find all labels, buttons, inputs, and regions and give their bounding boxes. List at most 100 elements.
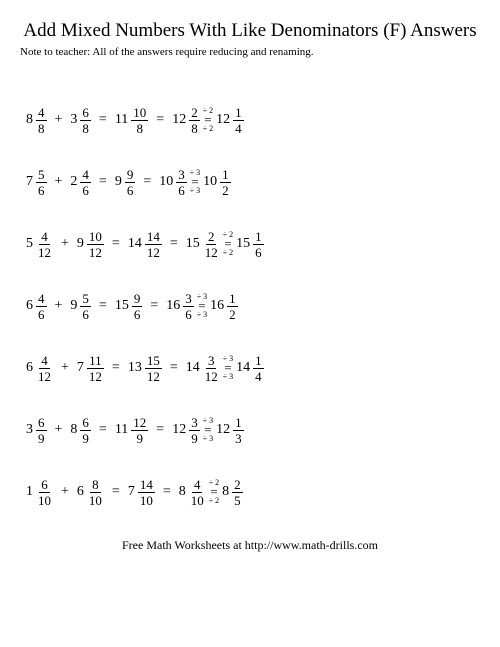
reduce-by: ÷ 3=÷ 3 bbox=[190, 169, 200, 196]
fraction: 410 bbox=[189, 478, 206, 507]
numerator: 6 bbox=[80, 106, 91, 121]
numerator: 10 bbox=[131, 106, 148, 121]
whole-number: 12 bbox=[172, 422, 186, 438]
denominator: 10 bbox=[138, 493, 155, 507]
plus-sign: + bbox=[61, 360, 69, 376]
numerator: 4 bbox=[36, 106, 47, 121]
div-den: ÷ 2 bbox=[223, 248, 233, 257]
whole-number: 16 bbox=[166, 298, 180, 314]
whole-number: 5 bbox=[26, 236, 33, 252]
whole-number: 16 bbox=[210, 298, 224, 314]
plus-sign: + bbox=[55, 298, 63, 314]
reduce-by: ÷ 3=÷ 3 bbox=[203, 417, 213, 444]
denominator: 5 bbox=[232, 493, 243, 507]
problem-row: 5412+91012=141412=15212÷ 2=÷ 21516 bbox=[26, 224, 480, 264]
fraction: 39 bbox=[189, 416, 200, 445]
numerator: 4 bbox=[80, 168, 91, 183]
problem-row: 369+869=11129=1239÷ 3=÷ 31213 bbox=[26, 410, 480, 450]
whole-number: 14 bbox=[186, 360, 200, 376]
equals-sign: = bbox=[150, 298, 158, 314]
whole-number: 1 bbox=[26, 484, 33, 500]
fraction: 48 bbox=[36, 106, 47, 135]
numerator: 2 bbox=[189, 106, 200, 121]
numerator: 14 bbox=[145, 230, 162, 245]
numerator: 6 bbox=[39, 478, 50, 493]
fraction: 14 bbox=[233, 106, 244, 135]
numerator: 3 bbox=[176, 168, 187, 183]
fraction: 46 bbox=[80, 168, 91, 197]
whole-number: 11 bbox=[115, 422, 128, 438]
fraction: 56 bbox=[80, 292, 91, 321]
fraction: 108 bbox=[131, 106, 148, 135]
whole-number: 7 bbox=[77, 360, 84, 376]
denominator: 8 bbox=[189, 121, 200, 135]
denominator: 6 bbox=[80, 307, 91, 321]
numerator: 5 bbox=[36, 168, 47, 183]
numerator: 12 bbox=[131, 416, 148, 431]
fraction: 69 bbox=[80, 416, 91, 445]
fraction: 25 bbox=[232, 478, 243, 507]
numerator: 10 bbox=[87, 230, 104, 245]
equals-sign: = bbox=[163, 484, 171, 500]
whole-number: 11 bbox=[115, 112, 128, 128]
denominator: 4 bbox=[233, 121, 244, 135]
numerator: 14 bbox=[138, 478, 155, 493]
denominator: 9 bbox=[36, 431, 47, 445]
numerator: 4 bbox=[192, 478, 203, 493]
numerator: 6 bbox=[80, 416, 91, 431]
page-title: Add Mixed Numbers With Like Denominators… bbox=[20, 20, 480, 42]
equals-sign: = bbox=[99, 112, 107, 128]
denominator: 6 bbox=[80, 183, 91, 197]
fraction: 36 bbox=[183, 292, 194, 321]
denominator: 6 bbox=[36, 183, 47, 197]
fraction: 1512 bbox=[145, 354, 162, 383]
div-den: ÷ 3 bbox=[223, 372, 233, 381]
equals-sign: = bbox=[112, 484, 120, 500]
whole-number: 9 bbox=[70, 298, 77, 314]
whole-number: 12 bbox=[216, 422, 230, 438]
whole-number: 8 bbox=[222, 484, 229, 500]
fraction: 412 bbox=[36, 230, 53, 259]
whole-number: 8 bbox=[26, 112, 33, 128]
fraction: 56 bbox=[36, 168, 47, 197]
denominator: 8 bbox=[80, 121, 91, 135]
div-den: ÷ 3 bbox=[190, 186, 200, 195]
reduce-by: ÷ 2=÷ 2 bbox=[209, 479, 219, 506]
numerator: 2 bbox=[232, 478, 243, 493]
denominator: 9 bbox=[189, 431, 200, 445]
denominator: 6 bbox=[36, 307, 47, 321]
numerator: 9 bbox=[132, 292, 143, 307]
reduce-by: ÷ 3=÷ 3 bbox=[223, 355, 233, 382]
numerator: 5 bbox=[80, 292, 91, 307]
equals-sign: = bbox=[99, 174, 107, 190]
equals-sign: = bbox=[156, 112, 164, 128]
problem-row: 1610+6810=71410=8410÷ 2=÷ 2825 bbox=[26, 472, 480, 512]
whole-number: 12 bbox=[216, 112, 230, 128]
whole-number: 2 bbox=[70, 174, 77, 190]
fraction: 96 bbox=[125, 168, 136, 197]
whole-number: 13 bbox=[128, 360, 142, 376]
denominator: 12 bbox=[203, 245, 220, 259]
numerator: 4 bbox=[39, 230, 50, 245]
fraction: 610 bbox=[36, 478, 53, 507]
reduce-by: ÷ 2=÷ 2 bbox=[223, 231, 233, 258]
whole-number: 15 bbox=[115, 298, 129, 314]
denominator: 6 bbox=[132, 307, 143, 321]
eq-sign: = bbox=[210, 488, 217, 497]
fraction: 96 bbox=[132, 292, 143, 321]
plus-sign: + bbox=[61, 236, 69, 252]
numerator: 3 bbox=[206, 354, 217, 369]
fraction: 12 bbox=[227, 292, 238, 321]
numerator: 4 bbox=[39, 354, 50, 369]
problem-row: 848+368=11108=1228÷ 2=÷ 21214 bbox=[26, 100, 480, 140]
whole-number: 8 bbox=[70, 422, 77, 438]
div-den: ÷ 2 bbox=[203, 124, 213, 133]
equals-sign: = bbox=[99, 422, 107, 438]
fraction: 69 bbox=[36, 416, 47, 445]
fraction: 1012 bbox=[87, 230, 104, 259]
denominator: 10 bbox=[87, 493, 104, 507]
numerator: 4 bbox=[36, 292, 47, 307]
eq-sign: = bbox=[204, 116, 211, 125]
numerator: 6 bbox=[36, 416, 47, 431]
numerator: 3 bbox=[189, 416, 200, 431]
